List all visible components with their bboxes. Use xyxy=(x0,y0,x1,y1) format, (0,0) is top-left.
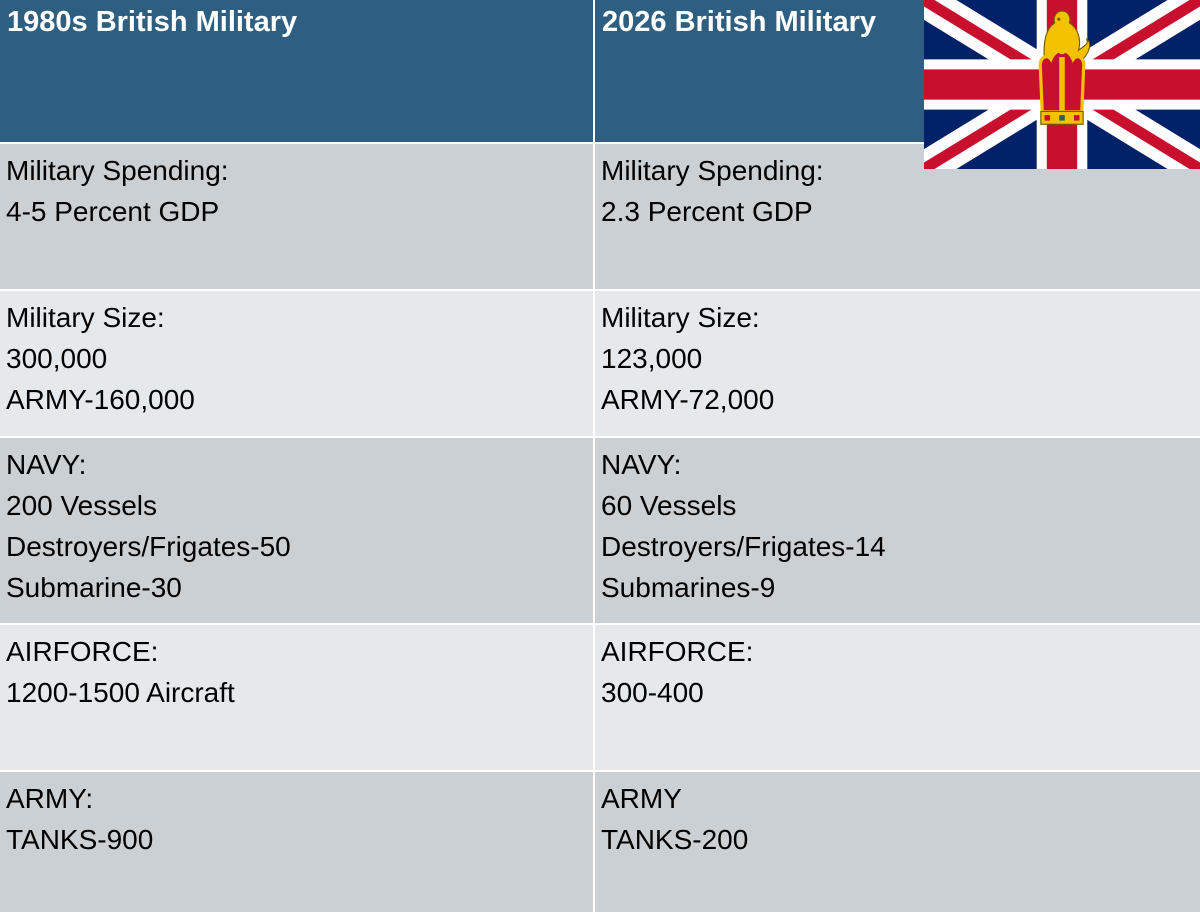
cell-line: ARMY-160,000 xyxy=(6,384,195,415)
header-1980s-label: 1980s British Military xyxy=(7,6,298,38)
cell-navy-1980s: NAVY: 200 Vessels Destroyers/Frigates-50… xyxy=(0,438,593,623)
cell-line: NAVY: xyxy=(601,449,682,480)
cell-line: 300,000 xyxy=(6,343,108,374)
cell-airforce-2026: AIRFORCE: 300-400 xyxy=(595,625,1200,770)
cell-line: 200 Vessels xyxy=(6,490,157,521)
cell-line: 4-5 Percent GDP xyxy=(6,196,220,227)
cell-line: Submarine-30 xyxy=(6,572,182,603)
cell-line: TANKS-200 xyxy=(601,824,749,855)
cell-army-1980s: ARMY: TANKS-900 xyxy=(0,772,593,912)
cell-army-2026: ARMY TANKS-200 xyxy=(595,772,1200,912)
cell-line: Destroyers/Frigates-50 xyxy=(6,531,291,562)
header-2026-label: 2026 British Military xyxy=(602,6,876,38)
cell-navy-2026: NAVY: 60 Vessels Destroyers/Frigates-14 … xyxy=(595,438,1200,623)
union-jack-icon xyxy=(924,0,1200,169)
cell-line: TANKS-900 xyxy=(6,824,154,855)
cell-line: Military Spending: xyxy=(6,155,229,186)
cell-line: ARMY: xyxy=(6,783,94,814)
cell-line: 2.3 Percent GDP xyxy=(601,196,813,227)
cell-line: Military Size: xyxy=(601,302,760,333)
cell-line: ARMY-72,000 xyxy=(601,384,775,415)
cell-airforce-1980s: AIRFORCE: 1200-1500 Aircraft xyxy=(0,625,593,770)
cell-size-1980s: Military Size: 300,000 ARMY-160,000 xyxy=(0,291,593,436)
cell-line: 1200-1500 Aircraft xyxy=(6,677,235,708)
cell-line: Submarines-9 xyxy=(601,572,776,603)
cell-line: Military Size: xyxy=(6,302,165,333)
cell-line: Destroyers/Frigates-14 xyxy=(601,531,886,562)
royal-crest-icon xyxy=(1038,10,1091,125)
cell-line: AIRFORCE: xyxy=(601,636,754,667)
cell-line: ARMY xyxy=(601,783,682,814)
cell-line: NAVY: xyxy=(6,449,87,480)
cell-line: Military Spending: xyxy=(601,155,824,186)
cell-line: AIRFORCE: xyxy=(6,636,159,667)
cell-line: 60 Vessels xyxy=(601,490,737,521)
cell-spending-1980s: Military Spending: 4-5 Percent GDP xyxy=(0,144,593,289)
cell-line: 123,000 xyxy=(601,343,703,374)
cell-line: 300-400 xyxy=(601,677,704,708)
cell-size-2026: Military Size: 123,000 ARMY-72,000 xyxy=(595,291,1200,436)
header-1980s: 1980s British Military xyxy=(0,0,593,142)
